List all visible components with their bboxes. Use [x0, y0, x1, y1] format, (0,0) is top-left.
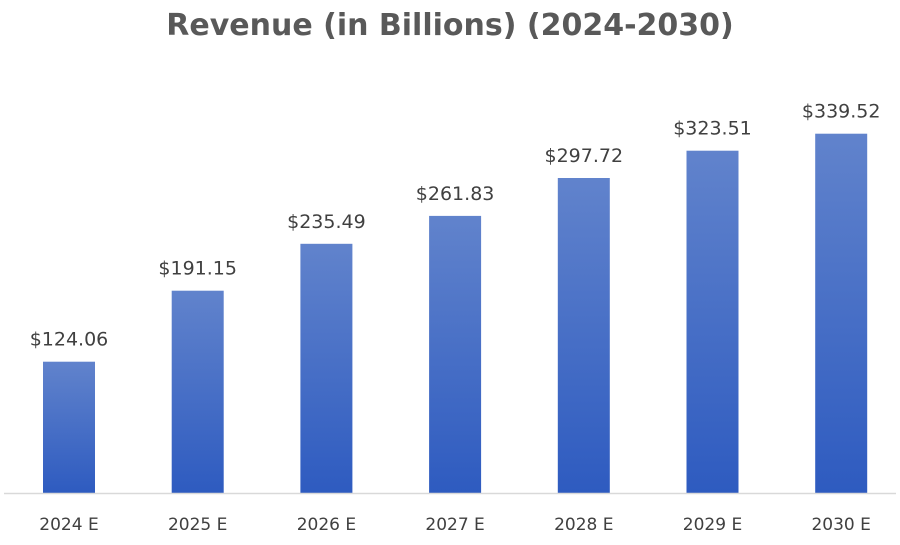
data-label-2025-e: $191.15: [158, 258, 237, 280]
x-tick-label-2026-e: 2026 E: [297, 515, 356, 535]
bar-2026-e: [300, 243, 353, 493]
bar-2028-e: [557, 178, 610, 493]
x-tick-label-2027-e: 2027 E: [425, 515, 484, 535]
data-label-2030-e: $339.52: [802, 101, 881, 123]
bars-layer: [43, 133, 868, 493]
data-labels-layer: $124.06 $191.15 $235.49 $261.83 $297.72 $323.…: [30, 101, 881, 351]
x-tick-label-2024-e: 2024 E: [39, 515, 98, 535]
bar-2025-e: [171, 290, 224, 493]
bar-2027-e: [429, 215, 482, 493]
x-tick-label-2029-e: 2029 E: [683, 515, 742, 535]
data-label-2027-e: $261.83: [416, 183, 495, 205]
x-tick-label-2025-e: 2025 E: [168, 515, 227, 535]
bar-2030-e: [815, 133, 868, 493]
x-tick-label-2030-e: 2030 E: [811, 515, 870, 535]
data-label-2029-e: $323.51: [673, 118, 752, 140]
data-label-2028-e: $297.72: [545, 145, 624, 167]
x-tick-label-2028-e: 2028 E: [554, 515, 613, 535]
data-label-2024-e: $124.06: [30, 329, 109, 351]
bar-2024-e: [43, 361, 95, 493]
chart-title: Revenue (in Billions) (2024-2030): [166, 8, 734, 43]
x-tick-labels-layer: 2024 E 2025 E 2026 E 2027 E 2028 E 2029 E 2030…: [39, 515, 871, 535]
bar-2029-e: [686, 150, 739, 493]
data-label-2026-e: $235.49: [287, 211, 366, 233]
